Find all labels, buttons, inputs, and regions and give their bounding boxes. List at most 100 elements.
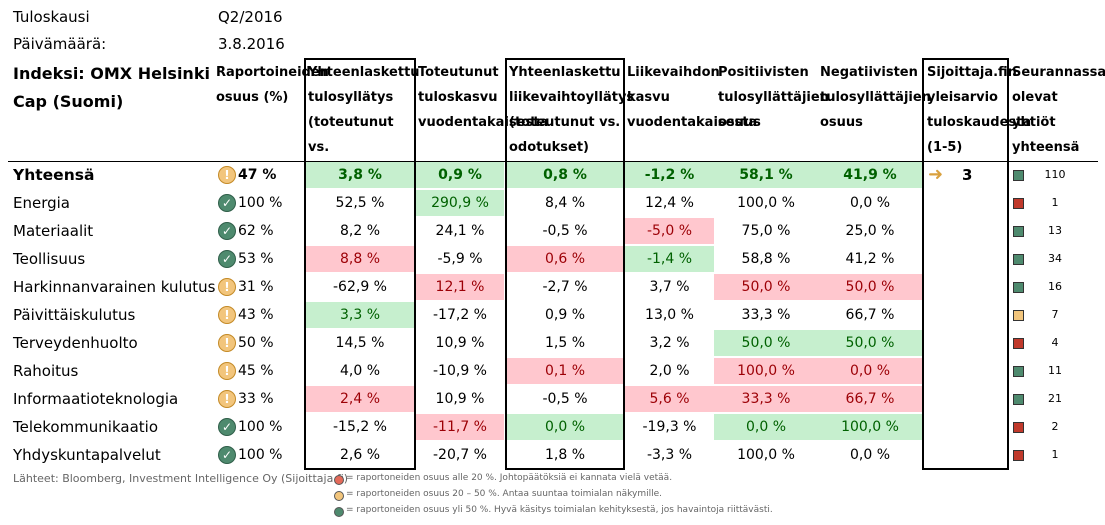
legend-green-dot: [334, 507, 344, 517]
revenue-growth-cell: -1,2 %: [625, 162, 714, 188]
legend-orange-dot: [334, 491, 344, 501]
reported-share: 45 %: [238, 363, 274, 379]
status-square-icon: [1013, 366, 1024, 377]
followed-count: 13: [1048, 224, 1062, 237]
positive-share-cell: 100,0 %: [737, 195, 795, 211]
revenue-surprise-cell: -0,5 %: [542, 223, 588, 239]
earnings-surprise-cell: 3,8 %: [306, 162, 414, 188]
table-row: Terveydenhuolto! 50 % 14,5 % 10,9 % 1,5 % 3,2…: [0, 330, 1105, 356]
overall-rating-value: 3: [962, 166, 973, 184]
negative-share-cell: 100,0 %: [818, 414, 922, 440]
negative-share-cell: 50,0 %: [818, 330, 922, 356]
sector-name: Rahoitus: [13, 362, 79, 380]
table-row: Yhdyskuntapalvelut ✓ 100 % 2,6 % -20,7 % 1,8 …: [0, 442, 1105, 468]
reported-share: 43 %: [238, 307, 274, 323]
reported-share: 47 %: [238, 167, 277, 183]
negative-share-cell: 0,0 %: [818, 358, 922, 384]
earnings-growth-cell: 12,1 %: [416, 274, 504, 300]
followed-count: 2: [1051, 420, 1059, 433]
col-header-reported: Raportoineiden osuus (%): [216, 65, 329, 105]
col-header-positive-share: Positiivisten tulosyllättäjien osuus: [718, 65, 829, 130]
positive-share-cell: 58,1 %: [714, 162, 818, 188]
earnings-surprise-cell: 2,4 %: [306, 386, 414, 412]
date-label: Päivämäärä:: [13, 35, 107, 53]
revenue-growth-cell: 13,0 %: [645, 307, 694, 323]
col-header-earnings-surprise: Yhteenlaskettu tulosyllätys (toteutunut …: [308, 65, 420, 180]
revenue-growth-cell: -5,0 %: [625, 218, 714, 244]
sector-name: Terveydenhuolto: [13, 334, 138, 352]
sector-name: Telekommunikaatio: [13, 418, 159, 436]
reported-share: 53 %: [238, 251, 274, 267]
check-status-icon: ✓: [218, 194, 236, 212]
col-header-revenue-growth: Liikevaihdon kasvu vuodentakaisesta: [627, 65, 758, 130]
followed-count: 4: [1051, 336, 1059, 349]
sector-name: Materiaalit: [13, 222, 94, 240]
revenue-growth-cell: 3,2 %: [649, 335, 690, 351]
reported-share: 33 %: [238, 391, 274, 407]
reported-share: 50 %: [238, 335, 274, 351]
table-row: Telekommunikaatio ✓ 100 % -15,2 % -11,7 % 0,0…: [0, 414, 1105, 440]
col-header-overall-rating: Sijoittaja.fin yleisarvio tuloskaudesta …: [927, 65, 1032, 155]
col-header-earnings-growth: Toteutunut tuloskasvu vuodentakaisesta: [418, 65, 549, 130]
warning-status-icon: !: [218, 362, 236, 380]
followed-count: 7: [1051, 308, 1059, 321]
earnings-growth-cell: 10,9 %: [435, 335, 485, 351]
earnings-surprise-cell: 8,8 %: [306, 246, 414, 272]
legend-green-text: = raportoneiden osuus yli 50 %. Hyvä käs…: [346, 505, 773, 515]
source-note: Lähteet: Bloomberg, Investment Intellige…: [13, 472, 349, 485]
earnings-growth-cell: -20,7 %: [433, 447, 487, 463]
warning-status-icon: !: [218, 334, 236, 352]
period-label: Tuloskausi: [13, 8, 90, 26]
table-row: Materiaalit ✓ 62 % 8,2 % 24,1 % -0,5 % -5,0 % 7…: [0, 218, 1105, 244]
revenue-surprise-cell: -2,7 %: [542, 279, 588, 295]
sector-name: Informaatioteknologia: [13, 390, 179, 408]
revenue-growth-cell: 12,4 %: [645, 195, 694, 211]
revenue-growth-cell: 2,0 %: [649, 363, 690, 379]
positive-share-cell: 75,0 %: [741, 223, 791, 239]
status-square-icon: [1013, 198, 1024, 209]
status-square-icon: [1013, 310, 1024, 321]
reported-share: 62 %: [238, 223, 274, 239]
sector-name: Energia: [13, 194, 70, 212]
table-row: Harkinnanvarainen kulutus! 31 % -62,9 % 12,…: [0, 274, 1105, 300]
revenue-growth-cell: -3,3 %: [646, 447, 693, 463]
warning-status-icon: !: [218, 166, 236, 184]
earnings-growth-cell: 24,1 %: [435, 223, 485, 239]
index-title: Indeksi: OMX Helsinki Cap (Suomi): [13, 64, 210, 111]
warning-status-icon: !: [218, 278, 236, 296]
earnings-growth-cell: 290,9 %: [416, 190, 504, 216]
status-square-icon: [1013, 422, 1024, 433]
col-header-revenue-surprise: Yhteenlaskettu liikevaihtoyllätys (toteu…: [509, 65, 635, 155]
total-row: Yhteensä! 47 % 3,8 % 0,9 % 0,8 % -1,2 % 58,1 %…: [0, 162, 1105, 188]
earnings-growth-cell: -17,2 %: [433, 307, 487, 323]
followed-count: 34: [1048, 252, 1062, 265]
date-value: 3.8.2016: [218, 35, 285, 53]
arrow-right-icon: ➜: [928, 164, 944, 185]
followed-count: 1: [1051, 448, 1059, 461]
status-square-icon: [1013, 394, 1024, 405]
table-row: Päivittäiskulutus! 43 % 3,3 % -17,2 % 0,9 % 1…: [0, 302, 1105, 328]
positive-share-cell: 58,8 %: [741, 251, 791, 267]
earnings-growth-cell: 0,9 %: [416, 162, 504, 188]
revenue-surprise-cell: 0,0 %: [507, 414, 623, 440]
status-square-icon: [1013, 338, 1024, 349]
earnings-surprise-cell: 2,6 %: [339, 447, 381, 463]
revenue-surprise-cell: 0,6 %: [507, 246, 623, 272]
sector-name: Yhteensä: [13, 166, 95, 184]
table-row: Energia ✓ 100 % 52,5 % 290,9 % 8,4 % 12,4 % 100…: [0, 190, 1105, 216]
status-square-icon: [1013, 254, 1024, 265]
legend-red-text: = raportoneiden osuus alle 20 %. Johtopä…: [346, 473, 673, 483]
negative-share-cell: 25,0 %: [845, 223, 895, 239]
revenue-surprise-cell: 0,9 %: [544, 307, 586, 323]
positive-share-cell: 0,0 %: [714, 414, 818, 440]
positive-share-cell: 50,0 %: [714, 274, 818, 300]
status-square-icon: [1013, 282, 1024, 293]
positive-share-cell: 33,3 %: [714, 386, 818, 412]
status-square-icon: [1013, 450, 1024, 461]
earnings-surprise-cell: 3,3 %: [306, 302, 414, 328]
negative-share-cell: 41,2 %: [845, 251, 895, 267]
earnings-surprise-cell: -62,9 %: [333, 279, 387, 295]
col-header-followed-count: Seurannassa olevat yhtiöt yhteensä: [1012, 65, 1105, 155]
positive-share-cell: 100,0 %: [714, 358, 818, 384]
revenue-surprise-cell: 1,8 %: [544, 447, 586, 463]
